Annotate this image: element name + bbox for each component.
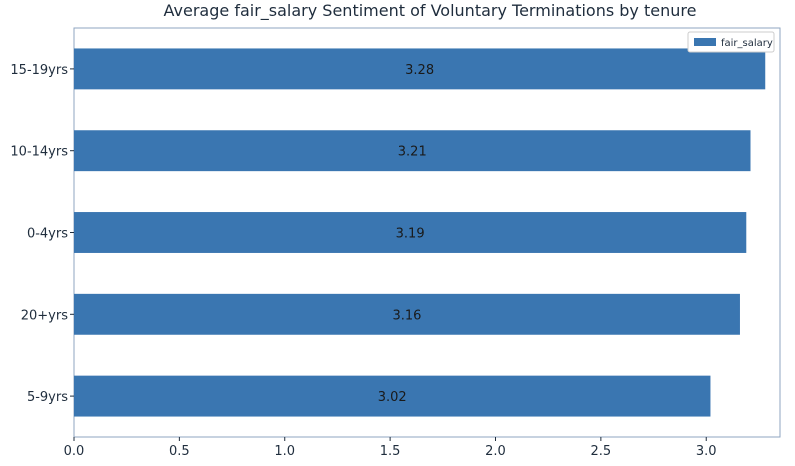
bar-20+yrs xyxy=(74,293,740,335)
plot-area: 3.28 3.21 3.19 3.16 3.02 15-19yrs 10-14yrs 0-4… xyxy=(10,27,781,459)
y-tick-label-15-19yrs: 15-19yrs xyxy=(10,63,68,78)
x-tick-label: 2.0 xyxy=(485,444,506,459)
data-label-20+yrs: 3.16 xyxy=(393,308,422,323)
legend-swatch xyxy=(694,38,716,46)
x-axis: 0.0 0.5 1.0 1.5 2.0 2.5 3.0 xyxy=(64,437,717,459)
legend-label: fair_salary xyxy=(721,38,773,49)
y-tick-label-5-9yrs: 5-9yrs xyxy=(27,390,68,405)
x-tick-label: 0.0 xyxy=(64,444,85,459)
x-tick-label: 0.5 xyxy=(169,444,190,459)
y-tick-label-10-14yrs: 10-14yrs xyxy=(10,145,68,160)
bar-15-19yrs xyxy=(74,48,766,90)
bars: 3.28 3.21 3.19 3.16 3.02 xyxy=(74,48,766,417)
y-tick-label-0-4yrs: 0-4yrs xyxy=(27,227,68,242)
data-label-5-9yrs: 3.02 xyxy=(378,390,407,405)
bar-10-14yrs xyxy=(74,130,751,172)
data-label-0-4yrs: 3.19 xyxy=(396,227,425,242)
data-label-15-19yrs: 3.28 xyxy=(405,63,434,78)
legend-box xyxy=(687,31,775,53)
y-tick-label-20+yrs: 20+yrs xyxy=(21,308,68,323)
y-axis: 15-19yrs 10-14yrs 0-4yrs 20+yrs 5-9yrs xyxy=(10,63,74,405)
bar-5-9yrs xyxy=(74,375,711,417)
x-tick-label: 3.0 xyxy=(696,444,717,459)
data-label-10-14yrs: 3.21 xyxy=(398,145,427,160)
x-tick-label: 2.5 xyxy=(591,444,612,459)
x-tick-label: 1.5 xyxy=(380,444,401,459)
x-tick-label: 1.0 xyxy=(274,444,295,459)
legend: fair_salary xyxy=(687,31,775,53)
chart-title: Average fair_salary Sentiment of Volunta… xyxy=(164,1,697,21)
bar-0-4yrs xyxy=(74,212,747,253)
